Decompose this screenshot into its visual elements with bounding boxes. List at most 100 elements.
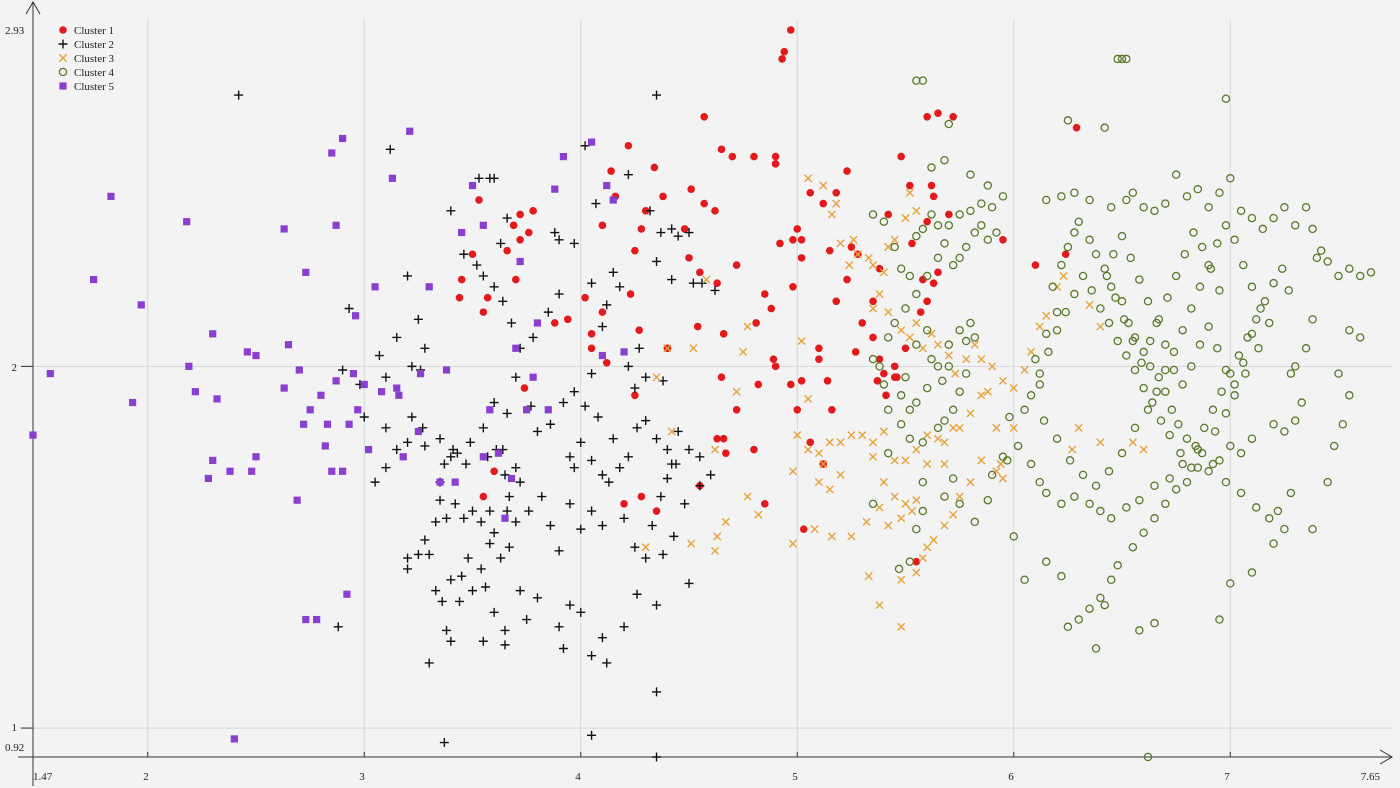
data-point (403, 437, 413, 447)
data-point (554, 235, 564, 245)
data-point (843, 167, 851, 175)
data-point (333, 622, 343, 632)
data-point (652, 373, 661, 382)
data-point (511, 463, 521, 473)
data-point (922, 383, 932, 393)
data-point (721, 517, 730, 526)
data-point (631, 246, 639, 255)
data-point (1329, 441, 1339, 451)
data-point (647, 521, 657, 531)
data-point (128, 398, 137, 407)
data-point (847, 431, 856, 440)
data-point (1128, 542, 1138, 552)
data-point (1113, 336, 1122, 346)
data-point (565, 452, 575, 462)
data-point (1345, 325, 1354, 335)
data-point (302, 615, 310, 624)
data-point (1280, 202, 1289, 212)
data-point (597, 470, 607, 480)
data-point (1236, 206, 1246, 216)
data-point (1273, 506, 1283, 516)
legend-label: Cluster 3 (74, 53, 115, 65)
data-point (576, 437, 586, 447)
data-point (673, 231, 683, 241)
data-point (339, 467, 347, 475)
data-point (532, 426, 542, 436)
data-point (1119, 315, 1129, 324)
data-point (884, 242, 893, 252)
data-point (905, 271, 915, 281)
data-point (719, 330, 728, 338)
data-point (1206, 264, 1216, 273)
data-point (1057, 499, 1066, 509)
data-point (1041, 488, 1051, 498)
data-point (760, 500, 769, 508)
data-point (719, 434, 728, 443)
data-point (912, 206, 921, 215)
data-point (554, 622, 564, 632)
data-point (1182, 434, 1192, 443)
data-point (832, 188, 841, 197)
data-point (713, 434, 721, 443)
data-point (479, 308, 488, 316)
data-point (1148, 398, 1157, 407)
data-point (1020, 575, 1029, 585)
data-point (1085, 235, 1094, 245)
data-point (717, 373, 726, 382)
data-point (667, 224, 677, 234)
data-point (906, 181, 914, 190)
data-point (191, 388, 199, 396)
axes (18, 1, 1393, 786)
data-point (663, 344, 672, 353)
data-point (501, 514, 509, 522)
data-point (349, 370, 358, 378)
data-point (1052, 434, 1062, 443)
data-point (949, 510, 958, 519)
data-point (529, 207, 537, 215)
data-point (370, 477, 380, 487)
data-point (815, 344, 823, 353)
data-point (504, 492, 514, 502)
data-point (632, 423, 642, 433)
data-point (905, 557, 915, 566)
data-point (652, 600, 662, 610)
data-point (912, 445, 921, 454)
data-point (743, 322, 752, 331)
data-point (626, 290, 635, 298)
data-point (1308, 524, 1317, 534)
data-point (46, 370, 54, 378)
data-point (955, 325, 964, 335)
data-point (933, 362, 943, 371)
data-point (933, 221, 943, 230)
data-point (955, 387, 964, 396)
data-point (940, 521, 949, 530)
data-point (868, 499, 878, 509)
data-point (923, 217, 931, 226)
data-point (659, 192, 667, 201)
data-point (825, 438, 834, 447)
data-point (185, 362, 193, 370)
data-point (1338, 419, 1348, 429)
data-point (392, 332, 402, 342)
data-point (793, 431, 802, 440)
x-tick-label: 4 (575, 771, 581, 783)
data-point (1048, 282, 1057, 292)
data-point (461, 459, 471, 469)
data-point (1180, 249, 1190, 259)
data-point (1106, 514, 1116, 523)
data-point (922, 271, 932, 281)
data-point (637, 225, 646, 233)
data-point (1035, 477, 1044, 487)
data-point (424, 658, 434, 668)
data-point (1068, 445, 1077, 454)
data-point (890, 362, 899, 371)
data-point (875, 355, 884, 363)
data-point (563, 315, 572, 324)
data-point (569, 238, 579, 248)
data-point (511, 372, 521, 382)
data-point (413, 314, 423, 324)
data-point (797, 336, 806, 346)
data-point (407, 412, 417, 422)
data-point (641, 416, 651, 426)
data-point (317, 391, 325, 399)
